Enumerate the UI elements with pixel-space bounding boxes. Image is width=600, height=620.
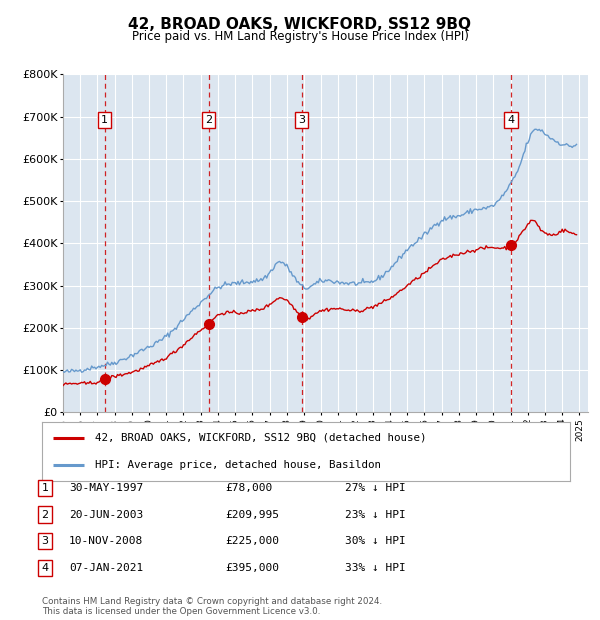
Text: 1: 1 xyxy=(101,115,108,125)
Text: 42, BROAD OAKS, WICKFORD, SS12 9BQ (detached house): 42, BROAD OAKS, WICKFORD, SS12 9BQ (deta… xyxy=(95,433,426,443)
Text: 30-MAY-1997: 30-MAY-1997 xyxy=(69,483,143,493)
Text: 3: 3 xyxy=(298,115,305,125)
Text: HPI: Average price, detached house, Basildon: HPI: Average price, detached house, Basi… xyxy=(95,459,381,469)
Text: 4: 4 xyxy=(508,115,514,125)
Text: 27% ↓ HPI: 27% ↓ HPI xyxy=(345,483,406,493)
Text: 2: 2 xyxy=(41,510,49,520)
Text: £78,000: £78,000 xyxy=(225,483,272,493)
Text: 2: 2 xyxy=(205,115,212,125)
Text: £395,000: £395,000 xyxy=(225,563,279,573)
Text: 42, BROAD OAKS, WICKFORD, SS12 9BQ: 42, BROAD OAKS, WICKFORD, SS12 9BQ xyxy=(128,17,472,32)
Text: 20-JUN-2003: 20-JUN-2003 xyxy=(69,510,143,520)
Text: 3: 3 xyxy=(41,536,49,546)
Text: 1: 1 xyxy=(41,483,49,493)
Text: 33% ↓ HPI: 33% ↓ HPI xyxy=(345,563,406,573)
Text: £225,000: £225,000 xyxy=(225,536,279,546)
Text: Contains HM Land Registry data © Crown copyright and database right 2024.: Contains HM Land Registry data © Crown c… xyxy=(42,597,382,606)
Text: This data is licensed under the Open Government Licence v3.0.: This data is licensed under the Open Gov… xyxy=(42,607,320,616)
Text: 23% ↓ HPI: 23% ↓ HPI xyxy=(345,510,406,520)
Text: £209,995: £209,995 xyxy=(225,510,279,520)
Text: 30% ↓ HPI: 30% ↓ HPI xyxy=(345,536,406,546)
Text: 07-JAN-2021: 07-JAN-2021 xyxy=(69,563,143,573)
Text: Price paid vs. HM Land Registry's House Price Index (HPI): Price paid vs. HM Land Registry's House … xyxy=(131,30,469,43)
Text: 4: 4 xyxy=(41,563,49,573)
Text: 10-NOV-2008: 10-NOV-2008 xyxy=(69,536,143,546)
